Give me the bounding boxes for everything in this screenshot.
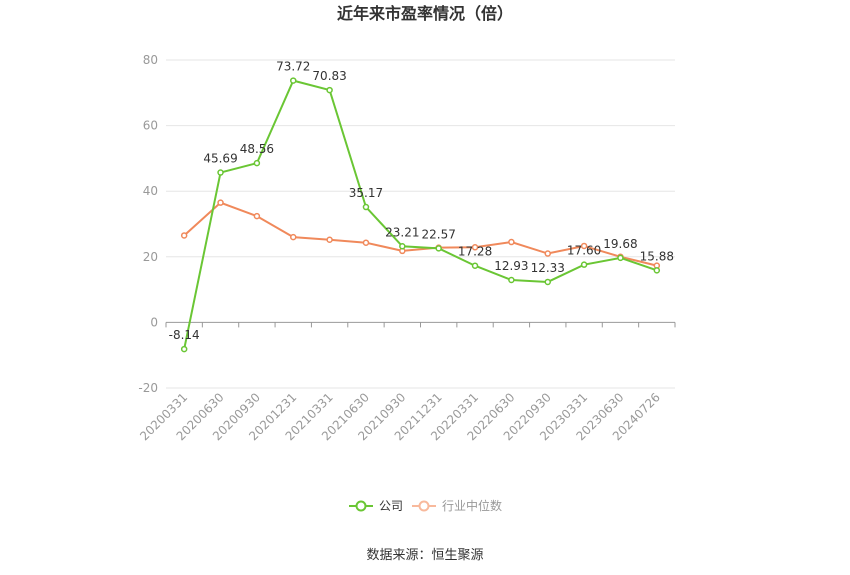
data-label: 23.21 (385, 225, 419, 239)
data-label: 12.33 (531, 261, 565, 275)
data-label: 17.28 (458, 245, 492, 259)
data-label: 19.68 (603, 237, 637, 251)
data-label: 45.69 (203, 152, 237, 166)
series-line-company (183, 79, 658, 350)
grid-lines (166, 59, 675, 389)
data-point-company[interactable] (471, 262, 479, 269)
data-point-industry-median[interactable] (362, 239, 370, 246)
legend-marker-company (355, 500, 367, 512)
data-point-company[interactable] (180, 345, 188, 353)
y-tick-label: 40 (143, 184, 158, 198)
data-point-company[interactable] (399, 243, 406, 250)
data-label: 22.57 (421, 227, 455, 241)
data-point-industry-median[interactable] (580, 242, 588, 250)
series-line-industry-median (183, 201, 658, 267)
legend: 公司 行业中位数 (349, 498, 502, 513)
data-point-company[interactable] (508, 276, 515, 284)
y-tick-label: 0 (150, 315, 158, 329)
data-point-industry-median[interactable] (326, 236, 333, 243)
legend-item-industry-median[interactable]: 行业中位数 (412, 498, 502, 513)
data-label: -8.14 (169, 328, 200, 342)
data-point-industry-median[interactable] (180, 232, 188, 239)
y-tick-label: 60 (143, 119, 158, 133)
data-point-industry-median[interactable] (471, 244, 479, 251)
data-label: 17.60 (567, 244, 601, 258)
legend-label-industry-median: 行业中位数 (442, 498, 502, 513)
data-point-company[interactable] (362, 203, 370, 211)
data-point-industry-median[interactable] (217, 199, 224, 206)
series-layer (180, 77, 661, 353)
data-label: 48.56 (240, 142, 274, 156)
data-point-company[interactable] (580, 261, 588, 268)
data-point-industry-median[interactable] (253, 212, 261, 220)
data-point-company[interactable] (617, 254, 624, 262)
data-point-company[interactable] (544, 278, 551, 286)
data-label: 70.83 (312, 69, 346, 83)
data-label: 35.17 (349, 186, 383, 200)
legend-label-company: 公司 (379, 499, 403, 513)
y-tick-label: 80 (143, 53, 158, 67)
legend-marker-industry-median (418, 500, 430, 512)
data-point-industry-median[interactable] (290, 233, 297, 241)
y-tick-label: -20 (138, 381, 158, 395)
data-label: 73.72 (276, 60, 310, 74)
data-label: 15.88 (640, 249, 674, 263)
data-point-company[interactable] (326, 86, 333, 94)
data-point-company[interactable] (435, 245, 442, 252)
x-axis: 2020033120200630202009302020123120210331… (137, 321, 676, 443)
data-point-company[interactable] (653, 267, 661, 274)
data-point-company[interactable] (217, 169, 224, 176)
data-label: 12.93 (494, 259, 528, 273)
y-axis: 80 60 40 20 0 -20 (138, 53, 158, 395)
data-point-industry-median[interactable] (544, 250, 551, 257)
data-source: 数据来源：恒生聚源 (366, 548, 483, 563)
data-point-company[interactable] (290, 77, 297, 84)
y-tick-label: 20 (143, 250, 158, 264)
data-point-industry-median[interactable] (508, 238, 515, 246)
chart-title: 近年来市盈率情况（倍） (337, 4, 513, 23)
legend-item-company[interactable]: 公司 (349, 499, 403, 513)
data-point-company[interactable] (253, 159, 261, 167)
